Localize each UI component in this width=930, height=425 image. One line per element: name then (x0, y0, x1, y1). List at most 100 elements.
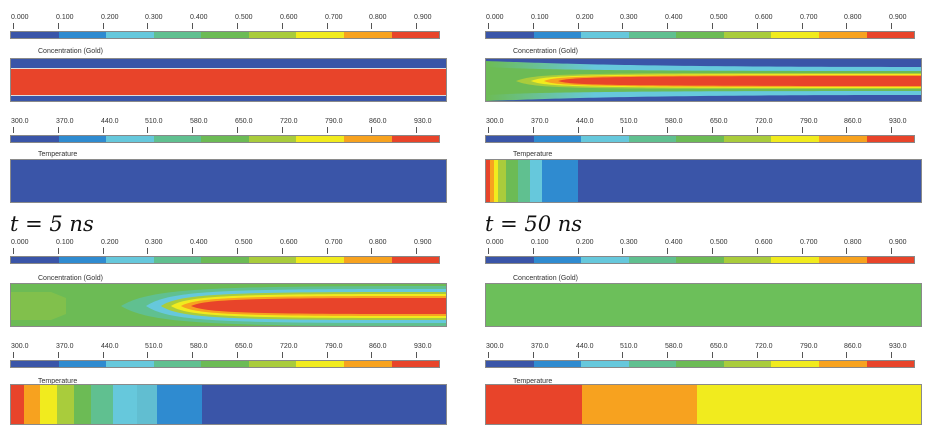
temperature-colorbar (10, 135, 440, 143)
tick-label: 510.0 (620, 118, 638, 125)
temperature-field (10, 159, 447, 203)
temperature-colorbar (10, 360, 440, 368)
tick-label: 790.0 (325, 118, 343, 125)
colorbar-segment (818, 136, 867, 142)
colorbar-segment (343, 136, 392, 142)
colorbar-segment (676, 32, 724, 38)
tick-label: 790.0 (800, 118, 818, 125)
temperature-ticks: 300.0 370.0 440.0 510.0 580.0 650.0 720.0 790.0… (10, 343, 440, 358)
tick-label: 720.0 (755, 343, 773, 350)
tick-label: 0.000 (486, 14, 504, 21)
tick-mark (846, 127, 847, 133)
tick-mark (327, 127, 328, 133)
colorbar-segment (581, 257, 629, 263)
tick-mark (533, 23, 534, 29)
colorbar-segment (533, 257, 582, 263)
tick-mark (327, 352, 328, 358)
tick-mark (282, 352, 283, 358)
tick-mark (622, 248, 623, 254)
tick-mark (578, 248, 579, 254)
tick-label: 0.400 (665, 239, 683, 246)
tick-label: 0.000 (486, 239, 504, 246)
colorbar-segment (866, 361, 915, 367)
colorbar-segment (391, 257, 440, 263)
tick-label: 0.200 (576, 14, 594, 21)
tick-label: 510.0 (620, 343, 638, 350)
concentration-field (10, 58, 447, 102)
tick-mark (622, 127, 623, 133)
tick-mark (13, 352, 14, 358)
temperature-field (485, 384, 922, 425)
tick-label: 0.400 (190, 239, 208, 246)
concentration-scale: 0.000 0.100 0.200 0.300 0.400 0.500 0.600 0.700… (10, 225, 465, 265)
tick-mark (757, 127, 758, 133)
colorbar-segment (106, 136, 154, 142)
tick-mark (192, 248, 193, 254)
colorbar-segment (106, 32, 154, 38)
colorbar-segment (818, 257, 867, 263)
tick-mark (533, 127, 534, 133)
tick-mark (578, 23, 579, 29)
colorbar-segment (628, 32, 677, 38)
colorbar-segment (201, 257, 249, 263)
colorbar-segment (11, 32, 59, 38)
colorbar-segment (106, 257, 154, 263)
time-label-5ns: t = 5 ns (10, 212, 94, 236)
tick-label: 720.0 (280, 343, 298, 350)
tick-label: 0.300 (145, 14, 163, 21)
colorbar-segment (676, 136, 724, 142)
panel-top-left: 0.000 0.100 0.200 0.300 0.400 0.500 0.600 0.700… (10, 0, 465, 203)
tick-label: 0.100 (56, 14, 74, 21)
tick-mark (327, 248, 328, 254)
tick-mark (712, 352, 713, 358)
colorbar-segment (628, 361, 677, 367)
tick-label: 0.600 (280, 14, 298, 21)
tick-mark (147, 248, 148, 254)
colorbar-segment (866, 257, 915, 263)
colorbar-segment (866, 32, 915, 38)
concentration-field (10, 283, 447, 327)
colorbar-segment (486, 32, 534, 38)
colorbar-segment (343, 361, 392, 367)
colorbar-segment (581, 32, 629, 38)
temperature-ticks: 300.0 370.0 440.0 510.0 580.0 650.0 720.0 790.0… (10, 118, 440, 133)
tick-label: 370.0 (531, 118, 549, 125)
concentration-colorbar (10, 256, 440, 264)
temperature-label: Temperature (513, 151, 553, 158)
tick-mark (147, 23, 148, 29)
tick-label: 0.000 (11, 14, 29, 21)
tick-mark (416, 23, 417, 29)
temperature-field (10, 384, 447, 425)
colorbar-segment (58, 257, 107, 263)
colorbar-segment (11, 361, 59, 367)
tick-label: 300.0 (11, 343, 29, 350)
temperature-colorbar (485, 135, 915, 143)
concentration-label: Concentration (Gold) (38, 48, 103, 55)
concentration-ticks: 0.000 0.100 0.200 0.300 0.400 0.500 0.600 0.700… (485, 14, 915, 29)
tick-mark (578, 127, 579, 133)
temperature-label: Temperature (513, 378, 553, 385)
concentration-field (485, 283, 922, 327)
tick-label: 0.200 (576, 239, 594, 246)
tick-mark (846, 248, 847, 254)
tick-label: 300.0 (11, 118, 29, 125)
tick-label: 0.800 (844, 239, 862, 246)
colorbar-segment (201, 32, 249, 38)
tick-mark (846, 23, 847, 29)
tick-mark (13, 23, 14, 29)
tick-label: 580.0 (665, 118, 683, 125)
tick-mark (802, 352, 803, 358)
tick-label: 580.0 (190, 343, 208, 350)
tick-mark (147, 127, 148, 133)
colorbar-segment (58, 361, 107, 367)
tick-label: 0.200 (101, 14, 119, 21)
colorbar-segment (296, 361, 344, 367)
colorbar-segment (676, 361, 724, 367)
colorbar-segment (533, 136, 582, 142)
tick-label: 0.100 (56, 239, 74, 246)
tick-label: 0.700 (800, 239, 818, 246)
tick-label: 440.0 (576, 118, 594, 125)
concentration-core (11, 68, 446, 96)
tick-mark (488, 352, 489, 358)
tick-label: 860.0 (369, 118, 387, 125)
